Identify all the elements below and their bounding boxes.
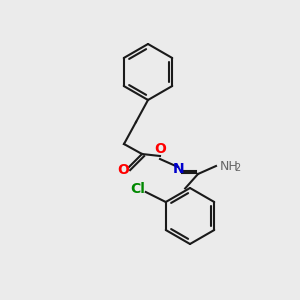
Text: Cl: Cl <box>130 182 145 196</box>
Text: N: N <box>173 162 185 176</box>
Text: O: O <box>154 142 166 156</box>
Text: 2: 2 <box>234 163 240 173</box>
Text: O: O <box>117 163 129 177</box>
Text: NH: NH <box>220 160 239 172</box>
